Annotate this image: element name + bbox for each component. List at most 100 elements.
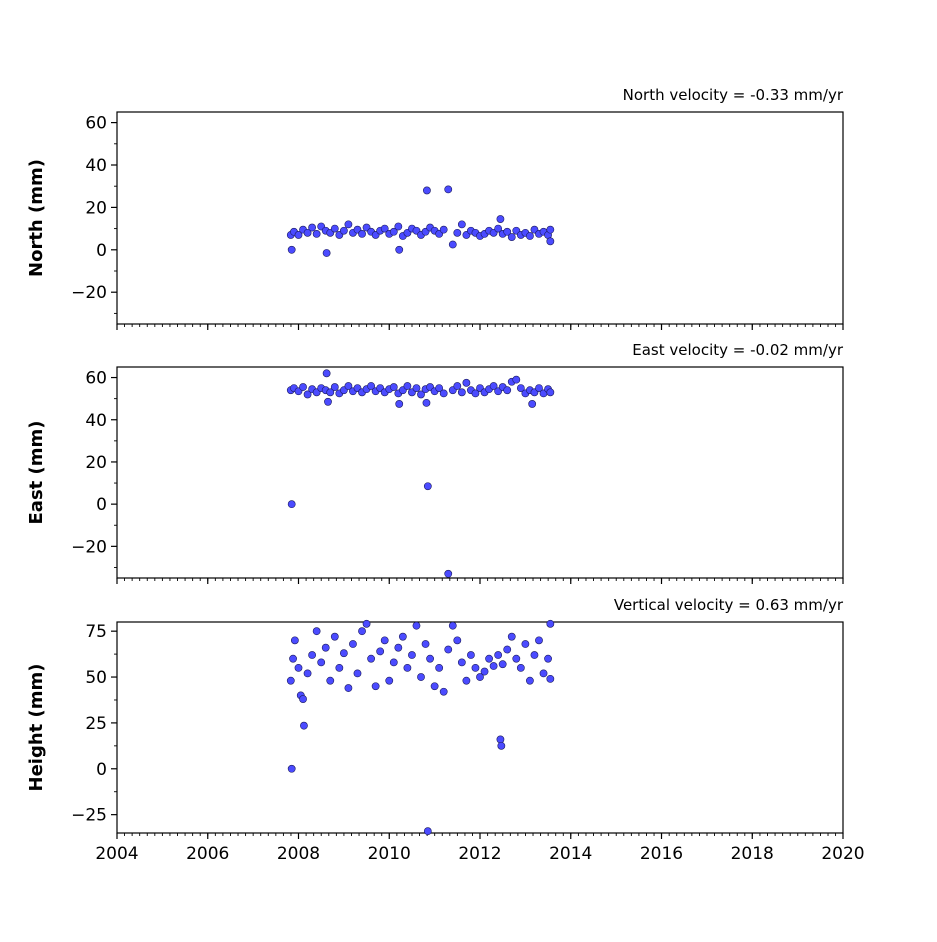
data-point xyxy=(494,651,503,659)
data-point xyxy=(546,619,555,628)
data-point xyxy=(507,233,516,241)
data-point xyxy=(312,229,321,238)
y-tick-label: 20 xyxy=(85,453,107,473)
y-tick-label: 50 xyxy=(85,668,107,688)
y-tick-label: −25 xyxy=(71,806,107,826)
x-tick-label: 2018 xyxy=(731,844,774,864)
data-point xyxy=(335,663,344,672)
data-point xyxy=(494,224,503,233)
y-tick-label: 0 xyxy=(96,495,107,515)
data-point xyxy=(544,654,552,663)
data-point xyxy=(389,227,398,236)
data-point xyxy=(526,232,534,240)
data-point xyxy=(453,382,462,390)
data-point xyxy=(299,695,307,703)
data-point xyxy=(546,674,555,683)
data-point xyxy=(394,222,403,231)
data-point xyxy=(498,660,507,669)
x-tick-label: 2016 xyxy=(640,844,683,864)
data-point xyxy=(476,673,484,681)
data-point xyxy=(435,384,444,392)
y-axis-label-east: East (mm) xyxy=(26,421,47,525)
data-point xyxy=(546,225,555,234)
x-tick-label: 2006 xyxy=(186,844,229,864)
data-point xyxy=(300,721,308,730)
data-point xyxy=(344,220,353,229)
data-point xyxy=(403,663,412,672)
data-point xyxy=(546,237,555,246)
data-point xyxy=(480,667,489,676)
panel-frame-height xyxy=(116,621,844,834)
data-point xyxy=(421,640,430,648)
data-point xyxy=(362,619,371,628)
y-tick-label: 20 xyxy=(85,198,107,218)
data-point xyxy=(423,827,432,836)
data-point xyxy=(417,390,425,399)
data-point xyxy=(426,654,434,663)
data-point xyxy=(339,226,348,235)
y-tick-label: 40 xyxy=(85,156,107,176)
data-point xyxy=(503,386,512,395)
y-axis-label-north: North (mm) xyxy=(26,159,47,277)
y-tick-label: 40 xyxy=(85,411,107,431)
data-point xyxy=(503,227,512,236)
panel-frame-north xyxy=(116,111,844,325)
data-point xyxy=(326,388,335,397)
y-tick-label: 60 xyxy=(85,369,107,389)
data-point xyxy=(507,632,516,641)
data-point xyxy=(321,643,330,652)
data-point xyxy=(535,384,543,392)
data-point xyxy=(462,378,471,387)
data-point xyxy=(367,382,375,390)
data-point xyxy=(423,186,431,195)
data-point xyxy=(385,676,394,685)
data-point xyxy=(546,388,555,397)
data-point xyxy=(457,658,466,667)
data-point xyxy=(349,640,357,648)
panel-title-height: Vertical velocity = 0.63 mm/yr xyxy=(614,596,844,614)
x-tick-label: 2014 xyxy=(549,844,592,864)
data-point xyxy=(330,383,339,391)
data-point xyxy=(380,636,389,645)
data-point xyxy=(444,569,453,578)
data-point xyxy=(286,676,295,685)
data-point xyxy=(317,658,326,667)
data-point xyxy=(322,369,331,378)
panel-frame-east xyxy=(116,366,844,579)
panel-height: −25 0 25 50 75 2004 2006 2008 2010 2012 2014 2016 20… xyxy=(26,596,865,864)
data-point xyxy=(408,651,416,659)
data-point xyxy=(308,651,317,659)
data-point xyxy=(422,398,431,407)
data-point xyxy=(467,651,475,659)
data-point xyxy=(380,224,389,233)
y-tick-label: 0 xyxy=(96,760,107,780)
data-point xyxy=(539,669,548,678)
data-point xyxy=(485,654,493,663)
data-point xyxy=(324,397,332,406)
data-point xyxy=(299,383,307,391)
data-point xyxy=(496,735,505,744)
data-point xyxy=(489,382,498,390)
data-point xyxy=(389,383,398,391)
y-tick-label: 60 xyxy=(85,114,107,134)
panel-east: −20 0 20 40 60 East velocity = -0.02 mm/yr Eas… xyxy=(26,341,844,584)
data-point xyxy=(395,400,404,408)
points-east xyxy=(286,369,555,578)
data-point xyxy=(448,240,457,249)
data-point xyxy=(462,676,471,685)
data-point xyxy=(497,741,506,750)
panel-north: −20 0 20 40 60 North velocity = -0.33 mm/yr No… xyxy=(26,86,844,330)
data-point xyxy=(287,245,296,254)
y-tick-label: −20 xyxy=(71,537,107,557)
data-point xyxy=(444,185,453,194)
data-point xyxy=(403,382,412,390)
x-tick-label: 2012 xyxy=(458,844,501,864)
data-point xyxy=(308,223,317,232)
panel-title-north: North velocity = -0.33 mm/yr xyxy=(623,86,844,104)
data-point xyxy=(312,627,321,636)
data-point xyxy=(290,636,299,645)
data-point xyxy=(439,389,448,398)
points-height xyxy=(286,619,555,836)
